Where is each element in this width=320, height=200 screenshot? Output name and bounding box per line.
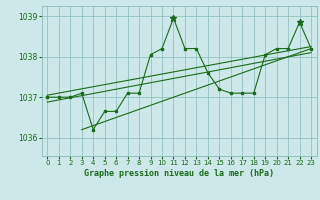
X-axis label: Graphe pression niveau de la mer (hPa): Graphe pression niveau de la mer (hPa) <box>84 169 274 178</box>
